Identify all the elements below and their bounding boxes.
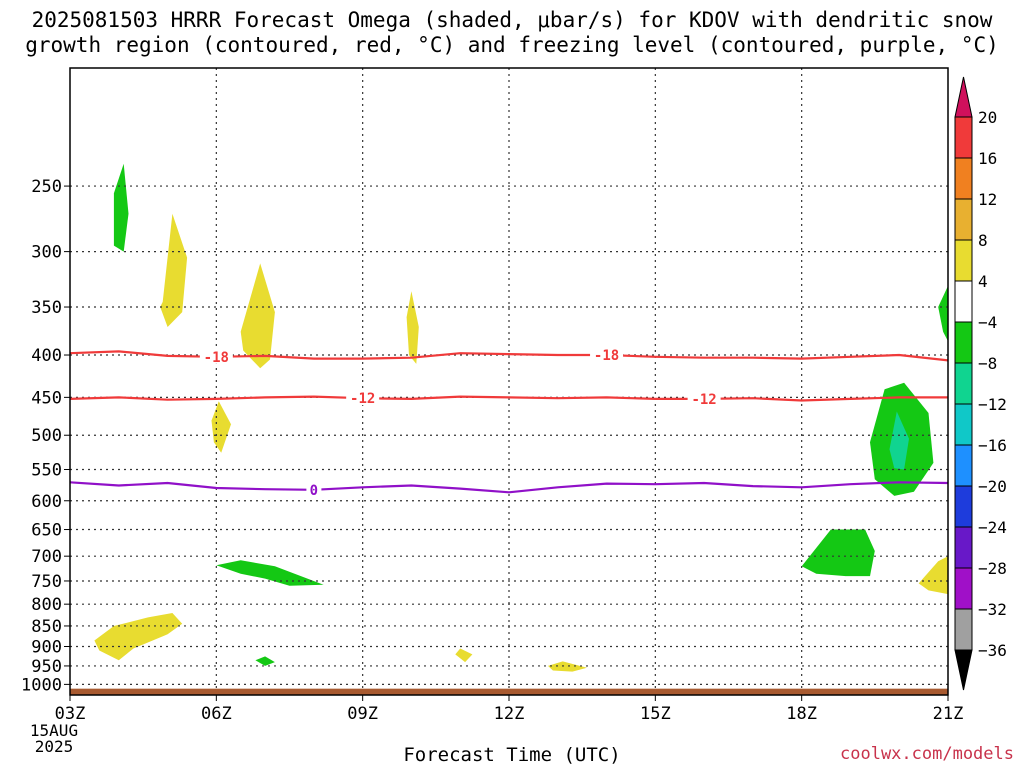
y-tick-label-600: 600: [31, 492, 62, 512]
y-tick-label-800: 800: [31, 595, 62, 615]
colorbar-label-4: 4: [978, 272, 988, 291]
colorbar-label-11: −28: [978, 559, 1007, 578]
y-tick-label-900: 900: [31, 638, 62, 658]
colorbar-segment-9: [954, 485, 973, 528]
title-line-2: growth region (contoured, red, °C) and f…: [25, 33, 999, 57]
colorbar-label-10: −24: [978, 518, 1007, 537]
colorbar-label-6: −8: [978, 354, 997, 373]
x-tick-label-09Z: 09Z: [347, 704, 378, 724]
omega-region-10: [918, 556, 948, 595]
colorbar-segment-2: [954, 198, 973, 241]
contour-label-0-1: -18: [594, 348, 619, 364]
omega-region-7: [938, 285, 948, 342]
contour-label-2-0: 0: [310, 483, 318, 499]
omega-region-1: [160, 213, 188, 327]
contour-line-2: [69, 481, 949, 494]
contour-label-bg-1-1: [687, 391, 721, 406]
title-line-1: 2025081503 HRRR Forecast Omega (shaded, …: [31, 8, 993, 32]
omega-region-12: [255, 656, 275, 666]
y-tick-label-650: 650: [31, 521, 62, 541]
credit-link[interactable]: coolwx.com/models: [840, 744, 1014, 764]
y-tick-label-1000: 1000: [21, 675, 62, 695]
y-tick-label-750: 750: [31, 572, 62, 592]
colorbar-label-12: −32: [978, 600, 1007, 619]
x-axis-label: Forecast Time (UTC): [403, 744, 621, 766]
colorbar-label-9: −20: [978, 477, 1007, 496]
colorbar-top-arrow: [954, 76, 973, 118]
colorbar-label-1: 16: [978, 149, 997, 168]
colorbar-label-7: −12: [978, 395, 1007, 414]
omega-region-0: [113, 163, 129, 252]
colorbar-segment-7: [954, 403, 973, 446]
x-tick-label-06Z: 06Z: [201, 704, 232, 724]
colorbar-label-8: −16: [978, 436, 1007, 455]
x-tick-label-15Z: 15Z: [640, 704, 671, 724]
omega-region-9: [801, 529, 875, 577]
x-start-label-0: 15AUG: [30, 721, 78, 740]
y-tick-label-700: 700: [31, 547, 62, 567]
omega-region-2: [240, 263, 275, 369]
x-tick-label-12Z: 12Z: [494, 704, 525, 724]
colorbar-label-13: −36: [978, 641, 1007, 660]
colorbar-label-5: −4: [978, 313, 997, 332]
y-tick-label-850: 850: [31, 617, 62, 637]
omega-region-8: [216, 560, 324, 586]
colorbar-segment-12: [954, 608, 973, 651]
colorbar-segment-6: [954, 362, 973, 405]
x-tick-label-21Z: 21Z: [933, 704, 964, 724]
colorbar-label-3: 8: [978, 231, 988, 250]
omega-region-6: [889, 411, 909, 470]
colorbar-segment-1: [954, 157, 973, 200]
omega-region-3: [406, 291, 419, 364]
contour-label-1-0: -12: [350, 391, 375, 407]
y-tick-label-300: 300: [31, 243, 62, 263]
y-tick-label-350: 350: [31, 298, 62, 318]
contour-label-bg-0-0: [199, 349, 233, 364]
chart-title: 2025081503 HRRR Forecast Omega (shaded, …: [0, 8, 1024, 58]
colorbar-segment-11: [954, 567, 973, 610]
contour-label-1-1: -12: [691, 392, 716, 408]
colorbar-label-2: 12: [978, 190, 997, 209]
contour-label-0-0: -18: [204, 350, 229, 366]
colorbar-segment-10: [954, 526, 973, 569]
omega-region-4: [211, 401, 231, 453]
colorbar-segment-0: [954, 116, 973, 159]
y-tick-label-950: 950: [31, 657, 62, 677]
colorbar-label-0: 20: [978, 108, 997, 127]
y-tick-label-400: 400: [31, 346, 62, 366]
contour-label-bg-0-1: [590, 348, 624, 363]
omega-region-11: [94, 613, 183, 661]
contour-line-1: [69, 395, 948, 402]
x-tick-label-18Z: 18Z: [786, 704, 817, 724]
contour-label-bg-2-0: [306, 482, 322, 497]
x-tick-label-03Z: 03Z: [55, 704, 86, 724]
y-tick-label-250: 250: [31, 177, 62, 197]
colorbar-bottom-arrow: [954, 649, 973, 691]
x-start-label-1: 2025: [35, 737, 74, 756]
colorbar-segment-4: [954, 280, 973, 323]
colorbar-segment-8: [954, 444, 973, 487]
y-tick-label-450: 450: [31, 388, 62, 408]
ground-strip: [70, 688, 948, 695]
colorbar-segment-3: [954, 239, 973, 282]
y-tick-label-500: 500: [31, 426, 62, 446]
omega-region-13: [455, 648, 473, 663]
omega-region-14: [548, 661, 587, 672]
colorbar-segment-5: [954, 321, 973, 364]
contour-label-bg-1-0: [346, 391, 380, 406]
y-tick-label-550: 550: [31, 460, 62, 480]
